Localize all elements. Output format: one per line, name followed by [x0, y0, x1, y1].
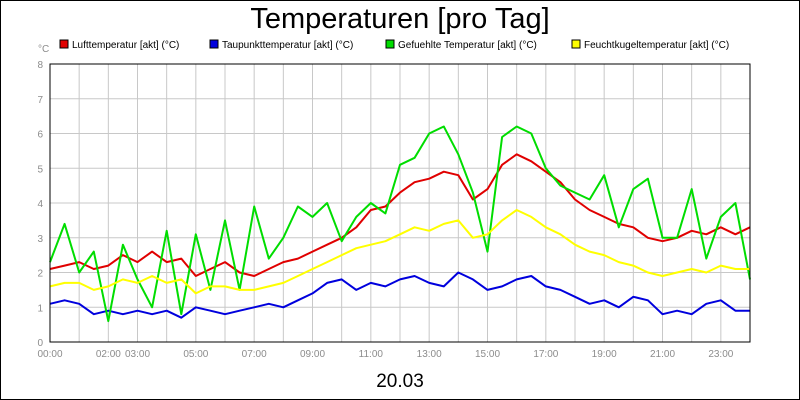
y-tick-label: 8 — [37, 60, 43, 71]
legend-swatch — [385, 39, 395, 49]
legend-swatch — [209, 39, 219, 49]
series-line-2 — [49, 271, 750, 319]
plot-area — [49, 63, 751, 343]
x-tick-label: 15:00 — [475, 349, 500, 360]
legend-label: Lufttemperatur [akt] (°C) — [72, 40, 179, 51]
x-tick-label: 19:00 — [592, 349, 617, 360]
x-tick-label: 17:00 — [533, 349, 558, 360]
date-label: 20.03 — [376, 371, 424, 392]
legend: Lufttemperatur [akt] (°C) Taupunkttempera… — [59, 39, 729, 51]
x-tick-label: 07:00 — [242, 349, 267, 360]
y-tick-label: 4 — [37, 199, 43, 210]
y-tick-label: 2 — [37, 269, 43, 280]
series-line-1 — [49, 153, 751, 277]
legend-swatch — [571, 39, 581, 49]
legend-item-1: Lufttemperatur [akt] (°C) — [59, 39, 179, 51]
legend-item-4: Feuchtkugeltemperatur [akt] (°C) — [571, 39, 729, 51]
y-axis-unit: °C — [38, 44, 49, 55]
x-tick-label: 13:00 — [417, 349, 442, 360]
y-tick-label: 7 — [37, 95, 43, 106]
legend-swatch — [59, 39, 69, 49]
legend-label: Feuchtkugeltemperatur [akt] (°C) — [584, 40, 729, 51]
x-tick-label: 09:00 — [300, 349, 325, 360]
x-tick-label: 05:00 — [183, 349, 208, 360]
x-axis-ticks: 00:00 02:00 03:00 05:00 07:00 09:00 11:00 13:00… — [37, 349, 733, 360]
legend-item-3: Gefuehlte Temperatur [akt] (°C) — [385, 39, 537, 51]
legend-item-2: Taupunkttemperatur [akt] (°C) — [209, 39, 353, 51]
y-tick-label: 1 — [37, 303, 43, 314]
series-line-3 — [49, 125, 751, 323]
x-tick-label: 21:00 — [650, 349, 675, 360]
chart-title: Temperaturen [pro Tag] — [250, 3, 549, 35]
legend-label: Gefuehlte Temperatur [akt] (°C) — [398, 40, 537, 51]
x-tick-label: 02:00 — [96, 349, 121, 360]
x-tick-label: 00:00 — [37, 349, 62, 360]
y-tick-label: 5 — [37, 164, 43, 175]
series-line-4 — [49, 209, 750, 295]
y-tick-label: 3 — [37, 234, 43, 245]
x-tick-label: 03:00 — [125, 349, 150, 360]
legend-label: Taupunkttemperatur [akt] (°C) — [222, 40, 353, 51]
y-tick-label: 6 — [37, 130, 43, 141]
series-lines — [49, 125, 751, 323]
x-tick-label: 11:00 — [359, 349, 384, 360]
x-tick-label: 23:00 — [708, 349, 733, 360]
y-tick-label: 0 — [37, 338, 43, 349]
y-axis-ticks: 0 1 2 3 4 5 6 7 8 — [37, 60, 43, 349]
